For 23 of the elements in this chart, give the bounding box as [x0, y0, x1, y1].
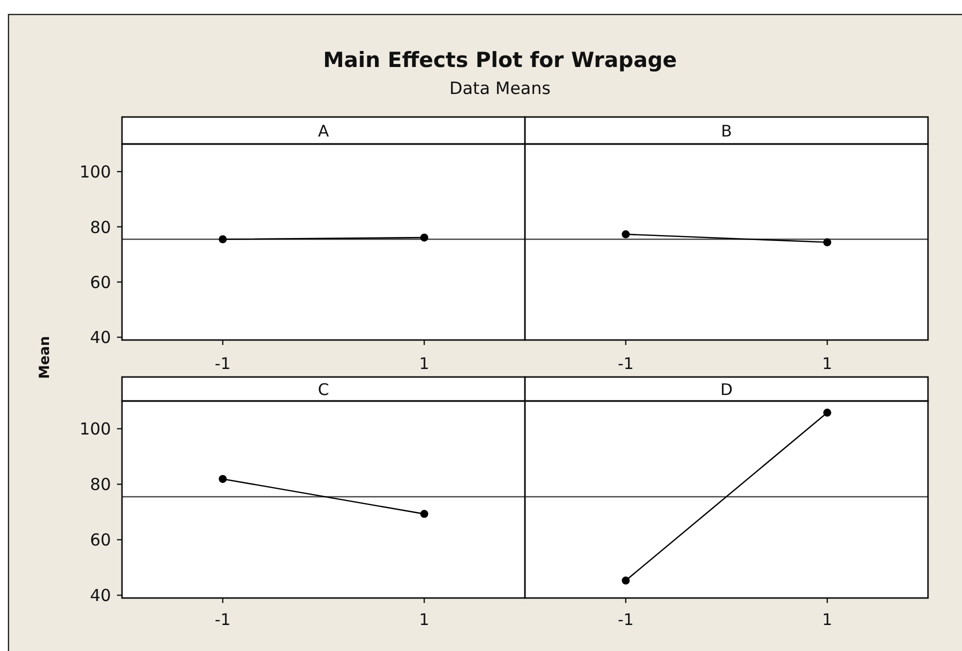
- text: Main Effects Plot for Wrapage: [323, 48, 677, 72]
- text: Data Means: [449, 79, 551, 99]
- y-tick-label: 40: [90, 328, 111, 348]
- y-tick-label: 100: [80, 420, 111, 439]
- y-tick-label: 100: [80, 162, 111, 182]
- x-tick-label: -1: [214, 610, 231, 629]
- x-tick-label: 1: [419, 610, 430, 629]
- y-tick-label: 80: [90, 218, 111, 237]
- y-tick-label: 80: [90, 475, 111, 494]
- x-tick-label: 1: [822, 610, 832, 629]
- y-tick-label: 40: [90, 586, 111, 606]
- x-tick-label: -1: [214, 354, 231, 373]
- chart-title: C: [318, 380, 330, 399]
- y-tick-label: 60: [90, 273, 111, 292]
- x-tick-label: -1: [618, 354, 634, 373]
- x-tick-label: 1: [419, 354, 430, 373]
- x-tick-label: 1: [822, 354, 832, 373]
- x-tick-label: -1: [618, 610, 634, 629]
- y-axis-title: Mean: [37, 336, 53, 379]
- chart-title: D: [720, 380, 733, 399]
- chart-title: B: [721, 122, 732, 140]
- chart-title: A: [318, 122, 330, 140]
- y-tick-label: 60: [90, 530, 111, 550]
